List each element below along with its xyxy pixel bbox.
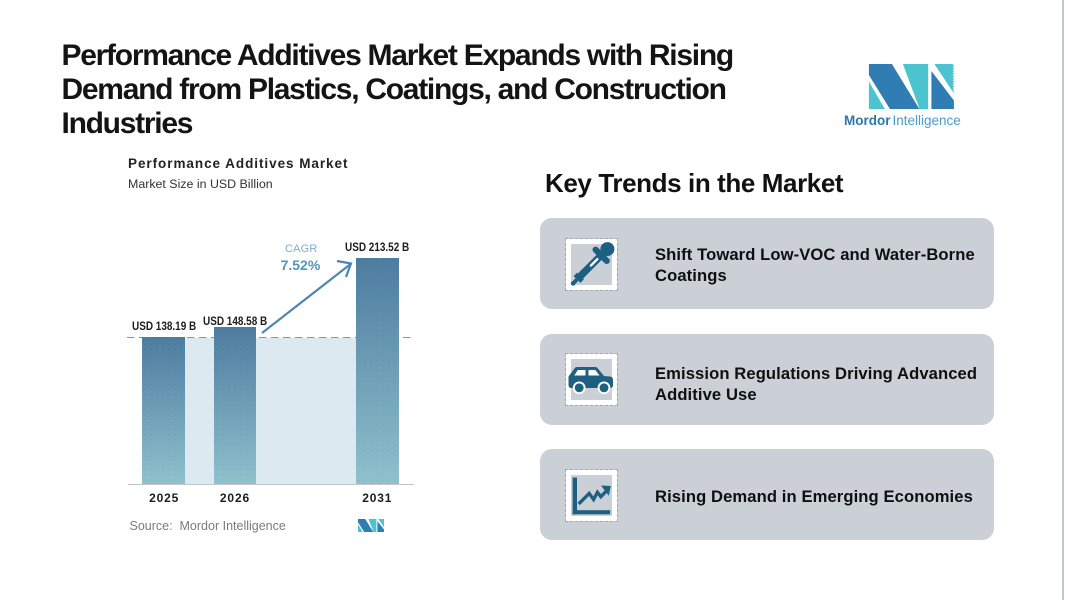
svg-text:MordorIntelligence: Mordor Intelligence <box>844 112 961 127</box>
